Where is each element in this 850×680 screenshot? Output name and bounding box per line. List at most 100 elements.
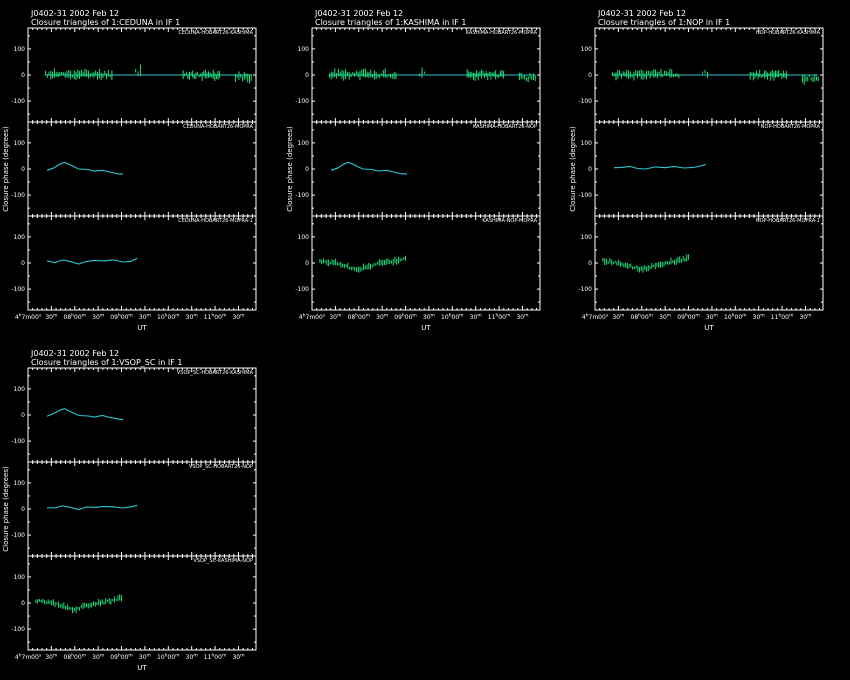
x-tick-label: 09h00m [110, 313, 133, 322]
chart-subtitle: Closure triangles of 1:KASHIMA in IF 1 [315, 18, 467, 27]
triangle-label: VSOP_SC-HOBART26-NOP [189, 464, 253, 470]
x-tick-label: 30m [470, 314, 482, 322]
triangle-label: KASHIMA-HOBART26-MOPRA [466, 30, 538, 36]
y-tick-label: 100 [581, 234, 593, 241]
x-tick-label: 08h00m [348, 313, 371, 322]
y-tick-label: 100 [298, 46, 310, 53]
chart-title: J0402-31 2002 Feb 12 [314, 9, 403, 18]
y-tick-label: 0 [21, 412, 25, 419]
chart-title: J0402-31 2002 Feb 12 [30, 349, 119, 358]
chart-subtitle: Closure triangles of 1:VSOP_SC in IF 1 [31, 358, 182, 367]
y-tick-label: 0 [305, 166, 309, 173]
x-tick-label: 30m [186, 314, 198, 322]
x-tick-label: 09h00m [110, 653, 133, 662]
x-tick-label: 30m [612, 314, 624, 322]
chart-subtitle: Closure triangles of 1:NOP in IF 1 [598, 18, 730, 27]
panel-3: NOP-HOBART26-MOPRA-1 -100 0 100 [578, 215, 824, 311]
y-tick-label: -100 [578, 98, 592, 105]
x-tick-label: 11h00m [488, 313, 511, 322]
x-tick-label: 30m [92, 314, 104, 322]
panel-1: KASHIMA-HOBART26-MOPRA -100 0 100 [295, 27, 541, 123]
x-tick-label: 10h00m [157, 653, 180, 662]
y-tick-label: -100 [295, 98, 309, 105]
y-tick-label: -100 [578, 192, 592, 199]
y-tick-label: -100 [11, 626, 25, 633]
y-tick-label: -100 [11, 438, 25, 445]
y-tick-label: -100 [578, 286, 592, 293]
y-tick-label: -100 [295, 192, 309, 199]
y-tick-label: -100 [11, 192, 25, 199]
y-tick-label: 0 [21, 600, 25, 607]
y-tick-label: 0 [588, 72, 592, 79]
x-tick-label: 30m [92, 654, 104, 662]
y-tick-label: 0 [588, 260, 592, 267]
triangle-label: NOP-HOBART26-MOPRA-1 [756, 218, 820, 224]
y-tick-label: 100 [14, 140, 26, 147]
triangle-label: VSOP_SC-KASHIMA-NOP [193, 558, 253, 564]
y-tick-label: -100 [11, 98, 25, 105]
panel-2: CEDUNA-HOBART26-MOPRA -100 0 100 [11, 121, 257, 217]
y-tick-label: 100 [298, 140, 310, 147]
closure-phase-curve [46, 504, 138, 511]
y-tick-label: 0 [21, 260, 25, 267]
triangle-label: VSOP_SC-HOBART26-KASHIMA [177, 370, 254, 376]
y-tick-label: 0 [305, 72, 309, 79]
x-tick-label: 08h00m [64, 653, 87, 662]
x-tick-label: 30m [659, 314, 671, 322]
x-axis-label: UT [137, 324, 147, 332]
y-tick-label: 0 [305, 260, 309, 267]
closure-phase-curve [613, 163, 706, 170]
y-tick-label: 0 [21, 506, 25, 513]
panel-3: KASHIMA-NOP-MOPRA -100 0 100 [295, 215, 541, 311]
x-tick-label: 30m [139, 314, 151, 322]
closure-phase-curve [46, 257, 138, 265]
closure-phase-curve [46, 408, 124, 421]
x-tick-label: 30m [139, 654, 151, 662]
x-tick-label: 09h00m [394, 313, 417, 322]
x-tick-label: 09h00m [677, 313, 700, 322]
y-axis-label: Closure phase (degrees) [2, 466, 10, 552]
y-tick-label: -100 [11, 532, 25, 539]
y-tick-label: 0 [21, 166, 25, 173]
y-axis-label: Closure phase (degrees) [569, 126, 577, 212]
x-tick-label: 10h00m [157, 313, 180, 322]
chart-subtitle: Closure triangles of 1:CEDUNA in IF 1 [31, 18, 180, 27]
chart-title: J0402-31 2002 Feb 12 [597, 9, 686, 18]
x-tick-label: 30m [799, 314, 811, 322]
x-tick-label: 30m [753, 314, 765, 322]
y-tick-label: 0 [21, 72, 25, 79]
x-tick-label: 30m [706, 314, 718, 322]
x-tick-label: 11h00m [204, 313, 227, 322]
x-tick-label: 10h00m [441, 313, 464, 322]
x-tick-label: 11h00m [771, 313, 794, 322]
y-axis-label: Closure phase (degrees) [2, 126, 10, 212]
y-tick-label: -100 [295, 286, 309, 293]
x-tick-label: 4h7m00s [15, 313, 42, 322]
y-tick-label: 100 [581, 46, 593, 53]
x-tick-label: 30m [186, 654, 198, 662]
x-tick-label: 4h7m00s [299, 313, 326, 322]
x-axis-label: UT [421, 324, 431, 332]
triangle-label: KASHIMA-NOP-MOPRA [482, 218, 537, 224]
y-tick-label: 100 [14, 386, 26, 393]
x-tick-label: 30m [329, 314, 341, 322]
closure-phase-curve [46, 161, 124, 175]
x-tick-label: 30m [45, 654, 57, 662]
x-tick-label: 08h00m [631, 313, 654, 322]
panel-3: CEDUNA-HOBART26-MOPRA-1 -100 0 100 [11, 215, 257, 311]
y-tick-label: 100 [14, 574, 26, 581]
x-axis-label: UT [137, 664, 147, 672]
y-tick-label: 100 [298, 234, 310, 241]
x-tick-label: 30m [516, 314, 528, 322]
y-axis-label: Closure phase (degrees) [286, 126, 294, 212]
triangle-label: CEDUNA-HOBART26-KASHIMA [178, 30, 253, 36]
y-tick-label: 100 [14, 46, 26, 53]
panel-2: KASHIMA-HOBART26-NOP -100 0 100 [295, 121, 541, 217]
x-tick-label: 08h00m [64, 313, 87, 322]
y-tick-label: 100 [581, 140, 593, 147]
